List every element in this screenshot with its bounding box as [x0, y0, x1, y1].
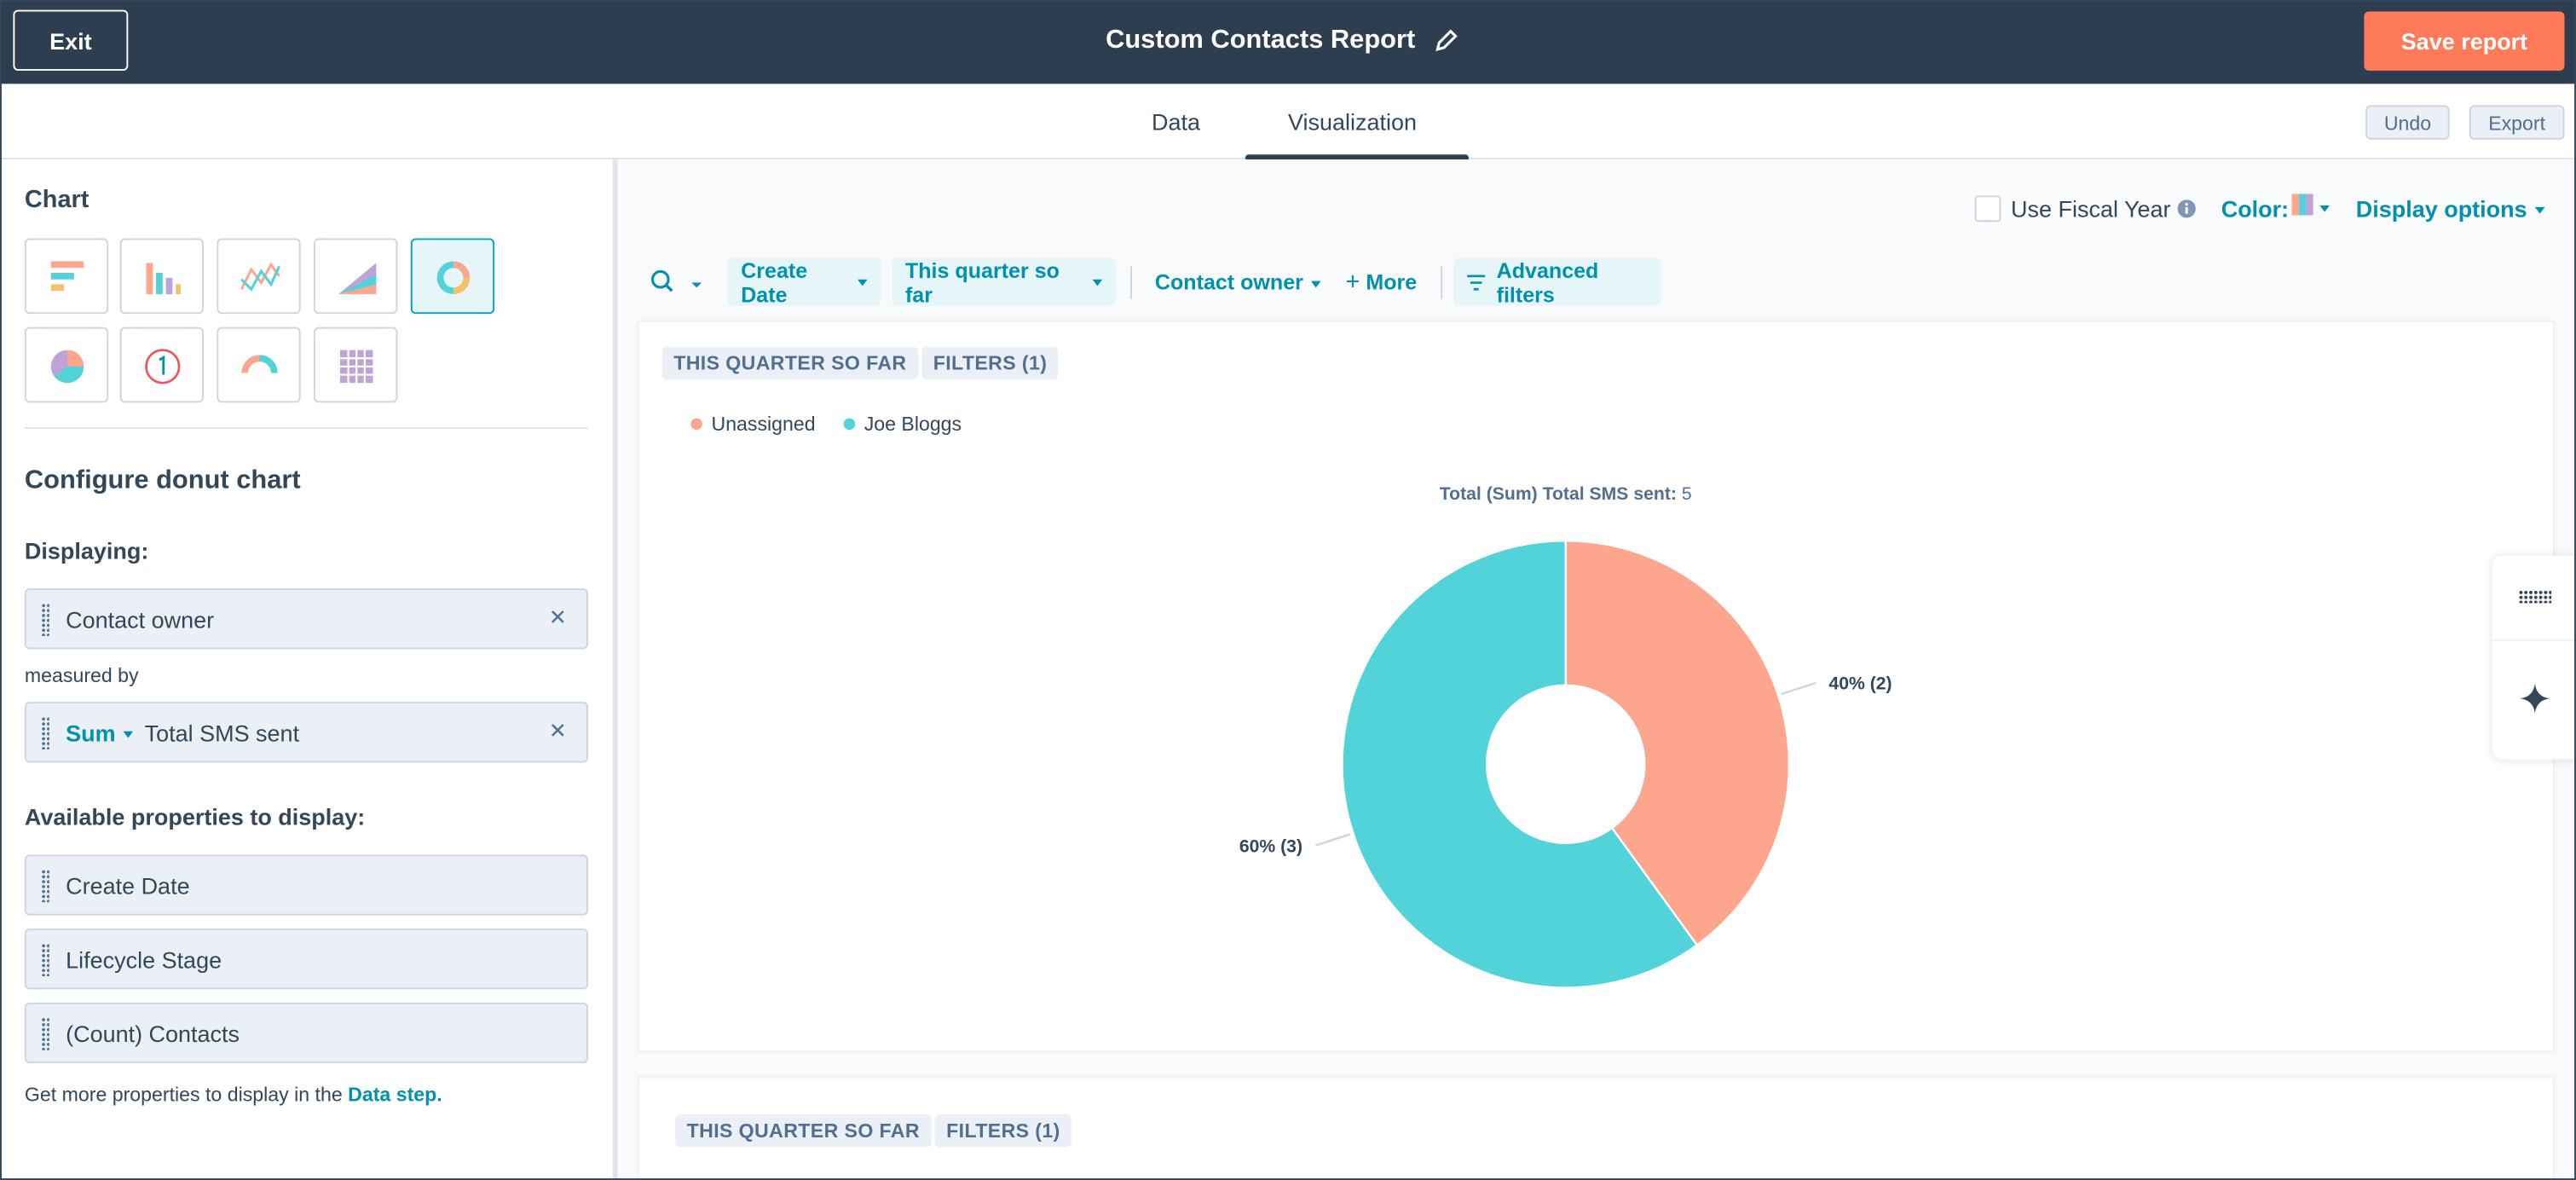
tag: THIS QUARTER SO FAR — [675, 1113, 932, 1148]
filter-text: This quarter so far — [904, 257, 1060, 307]
legend-marker — [843, 418, 856, 431]
field-text: (Count) Contacts — [66, 1021, 240, 1047]
filter-chip[interactable]: Create Date — [727, 257, 881, 307]
edit-icon[interactable] — [1435, 28, 1459, 53]
chart-type-bar[interactable] — [119, 238, 204, 315]
label: Available properties to display: — [24, 803, 366, 830]
sidebar-heading: Chart — [24, 185, 90, 214]
color-swatch[interactable] — [2291, 194, 2313, 216]
value-label: 40% (2) — [1828, 674, 1892, 694]
donut-slice — [1341, 540, 1699, 989]
filter-text: Contact owner — [1154, 269, 1303, 295]
advanced-filters[interactable]: Advanced filters — [1453, 257, 1661, 307]
field-text: Total SMS sent — [144, 720, 300, 747]
field-text: Create Date — [66, 872, 190, 899]
filter-text: More — [1366, 269, 1418, 295]
divider — [24, 427, 588, 430]
remove-icon[interactable]: ✕ — [548, 718, 567, 743]
label: measured by — [24, 663, 139, 687]
info-icon[interactable] — [2177, 199, 2197, 218]
chart-type-horizontal-bar[interactable] — [24, 238, 109, 315]
filter-text: Create Date — [741, 257, 808, 307]
undo-button[interactable]: Undo — [2365, 105, 2450, 140]
hint: Get more properties to display in the Da… — [25, 1083, 442, 1106]
chart-type-kpi[interactable] — [119, 327, 204, 403]
save-button[interactable]: Save report — [2364, 11, 2565, 71]
top-bar — [0, 0, 2576, 84]
report-title: Custom Contacts Report — [1106, 26, 1416, 55]
tag: THIS QUARTER SO FAR — [661, 346, 918, 380]
filter-dropdown[interactable]: Contact owner — [1154, 269, 1322, 295]
leader-line — [1315, 833, 1351, 847]
donut-slice — [1564, 540, 1790, 947]
separator — [1441, 266, 1443, 299]
grid-icon[interactable] — [2518, 590, 2552, 604]
leader-line — [1781, 681, 1816, 696]
ai-icon[interactable] — [2519, 682, 2552, 715]
measure-field[interactable]: Sum Total SMS sent ✕ — [24, 702, 588, 763]
chart-type-pie[interactable] — [24, 327, 109, 403]
legend-label: Unassigned — [712, 413, 816, 435]
label: Displaying: — [24, 537, 149, 564]
checkbox-label: Use Fiscal Year — [2011, 195, 2171, 223]
caret — [2319, 205, 2330, 212]
link[interactable]: Data step. — [348, 1083, 442, 1107]
checkbox[interactable] — [1974, 195, 2001, 223]
separator — [1129, 266, 1132, 299]
chart-type-line[interactable] — [217, 238, 301, 315]
chart-type-gauge[interactable] — [217, 327, 301, 403]
filter-text: Advanced filters — [1496, 257, 1599, 307]
field-text: Contact owner — [66, 606, 215, 633]
divider — [2492, 639, 2576, 641]
tag: FILTERS (1) — [934, 1113, 1072, 1148]
search-button[interactable] — [650, 269, 703, 296]
dimension-field[interactable]: Contact owner ✕ — [24, 588, 588, 650]
exit-button[interactable]: Exit — [13, 9, 129, 71]
remove-icon[interactable]: ✕ — [548, 604, 567, 630]
property-field[interactable]: (Count) Contacts — [24, 1002, 588, 1064]
legend-marker — [690, 418, 702, 431]
more-filters[interactable]: + More — [1345, 268, 1418, 296]
color-label[interactable]: Color: — [2221, 195, 2290, 223]
chart-type-donut-selected[interactable] — [410, 238, 495, 315]
value-label: 60% (3) — [1239, 836, 1302, 856]
chart-type-table[interactable] — [314, 327, 398, 403]
property-field[interactable]: Create Date — [24, 854, 588, 916]
filter-chip[interactable]: This quarter so far — [892, 257, 1116, 307]
chart-total: 5 — [1682, 484, 1692, 504]
aggregation: Sum — [66, 720, 116, 747]
sidebar-divider — [612, 159, 618, 1180]
chart-type-area[interactable] — [314, 238, 398, 315]
display-options-text: Display options — [2355, 195, 2527, 223]
section-heading: Configure donut chart — [24, 466, 301, 495]
tab-active[interactable]: Visualization — [1288, 108, 1418, 136]
legend-label: Joe Bloggs — [864, 413, 962, 435]
export-button[interactable]: Export — [2469, 105, 2565, 140]
field-text: Lifecycle Stage — [66, 946, 222, 974]
display-options[interactable]: Display options — [2356, 195, 2545, 222]
property-field[interactable]: Lifecycle Stage — [24, 928, 588, 990]
chart-title: Total (Sum) Total SMS sent: 5 — [1440, 484, 1692, 504]
aggregation-select[interactable]: Sum — [66, 720, 134, 746]
chart-title-text: Total (Sum) Total SMS sent: — [1440, 484, 1677, 504]
tag: FILTERS (1) — [921, 346, 1059, 380]
hint-text: Get more properties to display in the — [24, 1083, 343, 1107]
tab[interactable]: Data — [1152, 108, 1201, 136]
side-panel — [2492, 555, 2576, 760]
tab-indicator — [1245, 154, 1470, 161]
